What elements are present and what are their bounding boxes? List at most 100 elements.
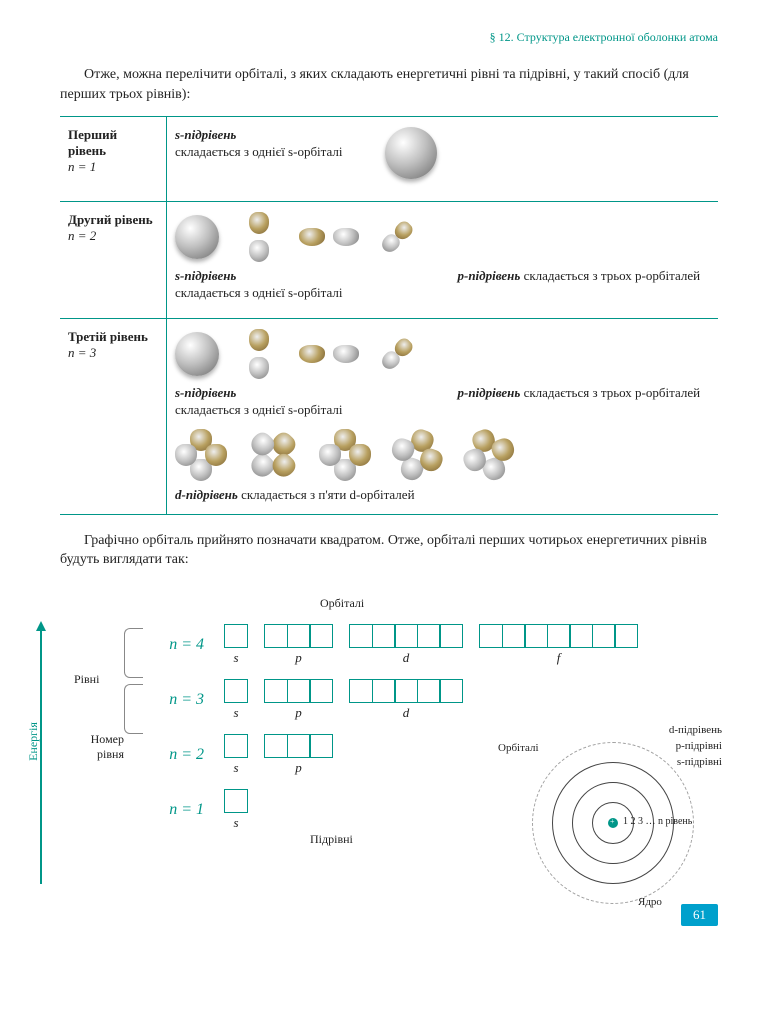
sublevel-letter: f [557,650,561,666]
sublevel-text: складається з трьох p-орбіталей [524,385,701,400]
sublevel-boxgroup: d [349,624,463,666]
p-orbital-icon [299,223,359,251]
orbital-box [224,624,248,648]
sublevel-letter: p [295,650,302,666]
energy-level-row: n = 4 s p d f [150,624,638,666]
orbital-box [569,624,593,648]
orbital-box [439,624,463,648]
orbital-box [502,624,526,648]
atom-nucleus-label: Ядро [638,896,662,908]
sublevel-boxgroup: f [479,624,638,666]
sublevel-text: складається з однієї s-орбіталі [175,402,343,417]
sublevel-letter: s [233,815,238,831]
atom-p-label: p-підрівні [676,740,722,752]
level-n: n = 2 [68,228,158,244]
orbital-box [372,679,396,703]
sublevel-letter: d [403,650,410,666]
s-orbital-icon [175,215,219,259]
s-orbital-icon [385,127,437,179]
n-label: n = 1 [150,801,204,819]
p-orbital-icon [239,329,279,379]
n-label: n = 4 [150,636,204,654]
s-orbital-icon [175,332,219,376]
table-row: Третій рівень n = 3 s-підрівень складаєт… [60,318,718,514]
energy-level-row: n = 1 s [150,789,248,831]
sublevel-letter: d [403,705,410,721]
level-name: Другий рівень [68,212,158,228]
sublevel-boxgroup: p [264,679,333,721]
d-orbital-icon [456,421,523,488]
atom-shell-diagram: d-підрівень p-підрівні s-підрівні Орбіта… [508,724,718,904]
orbital-box [224,734,248,758]
sublevel-title: p-підрівень [458,268,521,283]
p-orbital-icon [239,212,279,262]
p-orbital-icon [372,329,423,380]
page-number: 61 [681,904,718,926]
sublevel-letter: p [295,760,302,776]
atom-s-label: s-підрівні [677,756,722,768]
sublevel-text: складається з однієї s-орбіталі [175,144,343,159]
sublevel-boxgroup: s [224,624,248,666]
paragraph-2: Графічно орбіталь прийнято позначати ква… [60,531,718,570]
n-label: n = 2 [150,746,204,764]
d-orbital-icon [236,418,310,492]
orbital-box-diagram: Енергія Орбіталі Рівні Номер рівня Підрі… [60,584,718,914]
table-row: Перший рівень n = 1 s-підрівень складаєт… [60,117,718,202]
orbitali-label: Орбіталі [320,596,364,611]
energy-level-row: n = 3 s p d [150,679,463,721]
orbital-box [264,679,288,703]
level-n: n = 1 [68,159,158,175]
sublevel-letter: s [233,705,238,721]
atom-shells-label: 1 2 3 … n рівень [623,816,692,827]
p-orbital-icon [372,212,423,263]
bracket-icon [124,684,143,734]
sublevel-title: s-підрівень [175,268,236,283]
orbital-box [309,624,333,648]
sublevel-text: складається з однієї s-орбіталі [175,285,343,300]
sublevel-boxgroup: s [224,679,248,721]
orbital-levels-table: Перший рівень n = 1 s-підрівень складаєт… [60,116,718,514]
orbital-box [287,624,311,648]
n-label: n = 3 [150,691,204,709]
sublevel-title: p-підрівень [458,385,521,400]
section-header: § 12. Структура електронної оболонки ато… [60,30,718,45]
sublevel-letter: s [233,760,238,776]
sublevel-boxgroup: p [264,734,333,776]
orbital-box [394,624,418,648]
orbital-box [372,624,396,648]
pidrivni-label: Підрівні [310,832,353,847]
bracket-icon [124,628,143,678]
orbital-box [287,734,311,758]
sublevel-title: s-підрівень [175,127,236,142]
orbital-box [417,679,441,703]
orbital-box [547,624,571,648]
sublevel-boxgroup: s [224,789,248,831]
sublevel-text: складається з трьох p-орбіталей [524,268,701,283]
table-row: Другий рівень n = 2 s-підрівень складаєт… [60,202,718,319]
energy-level-row: n = 2 s p [150,734,333,776]
orbital-box [264,734,288,758]
level-name: Третій рівень [68,329,158,345]
intro-paragraph: Отже, можна перелічити орбіталі, з яких … [60,65,718,104]
sublevel-boxgroup: d [349,679,463,721]
orbital-box [479,624,503,648]
atom-orbitali-label: Орбіталі [498,742,539,754]
sublevel-boxgroup: s [224,734,248,776]
orbital-box [614,624,638,648]
d-orbital-icon [319,429,371,481]
nucleus-icon [608,818,618,828]
sublevel-letter: p [295,705,302,721]
level-n: n = 3 [68,345,158,361]
nomer-label: Номер рівня [74,732,124,762]
level-name: Перший рівень [68,127,158,159]
p-orbital-icon [299,340,359,368]
orbital-box [524,624,548,648]
orbital-box [224,789,248,813]
d-orbital-icon [384,421,451,488]
sublevel-title: d-підрівень [175,487,238,502]
orbital-box [264,624,288,648]
orbital-box [439,679,463,703]
orbital-box [309,679,333,703]
orbital-box [417,624,441,648]
sublevel-boxgroup: p [264,624,333,666]
